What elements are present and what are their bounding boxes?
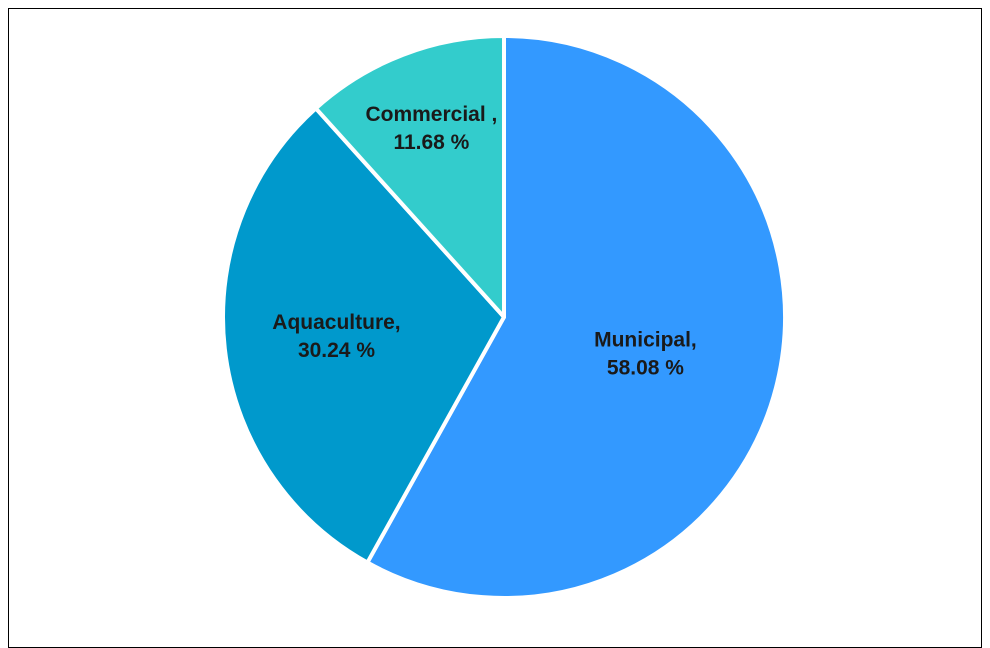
pie-slices	[221, 34, 787, 600]
slice-label-commercial: Commercial ,	[365, 103, 497, 126]
pie-slice-aquaculture	[221, 106, 506, 565]
slice-value-aquaculture: 30.24 %	[298, 339, 375, 362]
slice-value-municipal: 58.08 %	[607, 357, 684, 380]
pie-labels: Municipal, 58.08 % Aquaculture, 30.24 % Comm…	[272, 103, 696, 380]
slice-label-aquaculture: Aquaculture,	[272, 311, 400, 334]
slice-label-municipal: Municipal,	[594, 329, 697, 352]
pie-chart: Municipal, 58.08 % Aquaculture, 30.24 % Comm…	[221, 34, 787, 600]
pie-slice-municipal	[365, 34, 787, 600]
pie-slice-commercial	[313, 34, 506, 319]
slice-value-commercial: 11.68 %	[393, 131, 469, 154]
